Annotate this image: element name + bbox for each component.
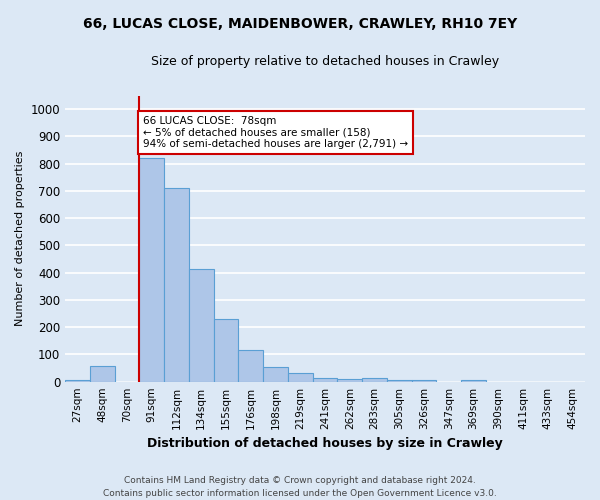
Bar	[337, 379, 362, 382]
Bar	[412, 380, 436, 382]
Bar	[238, 350, 263, 382]
Bar	[214, 319, 238, 382]
Text: Contains HM Land Registry data © Crown copyright and database right 2024.
Contai: Contains HM Land Registry data © Crown c…	[103, 476, 497, 498]
Bar	[90, 366, 115, 382]
Bar	[139, 158, 164, 382]
Bar	[387, 380, 412, 382]
Bar	[263, 366, 288, 382]
Title: Size of property relative to detached houses in Crawley: Size of property relative to detached ho…	[151, 55, 499, 68]
Bar	[65, 380, 90, 382]
X-axis label: Distribution of detached houses by size in Crawley: Distribution of detached houses by size …	[147, 437, 503, 450]
Bar	[362, 378, 387, 382]
Bar	[164, 188, 189, 382]
Bar	[313, 378, 337, 382]
Y-axis label: Number of detached properties: Number of detached properties	[15, 151, 25, 326]
Bar	[461, 380, 486, 382]
Bar	[189, 268, 214, 382]
Text: 66, LUCAS CLOSE, MAIDENBOWER, CRAWLEY, RH10 7EY: 66, LUCAS CLOSE, MAIDENBOWER, CRAWLEY, R…	[83, 18, 517, 32]
Bar	[288, 372, 313, 382]
Text: 66 LUCAS CLOSE:  78sqm
← 5% of detached houses are smaller (158)
94% of semi-det: 66 LUCAS CLOSE: 78sqm ← 5% of detached h…	[143, 116, 408, 149]
